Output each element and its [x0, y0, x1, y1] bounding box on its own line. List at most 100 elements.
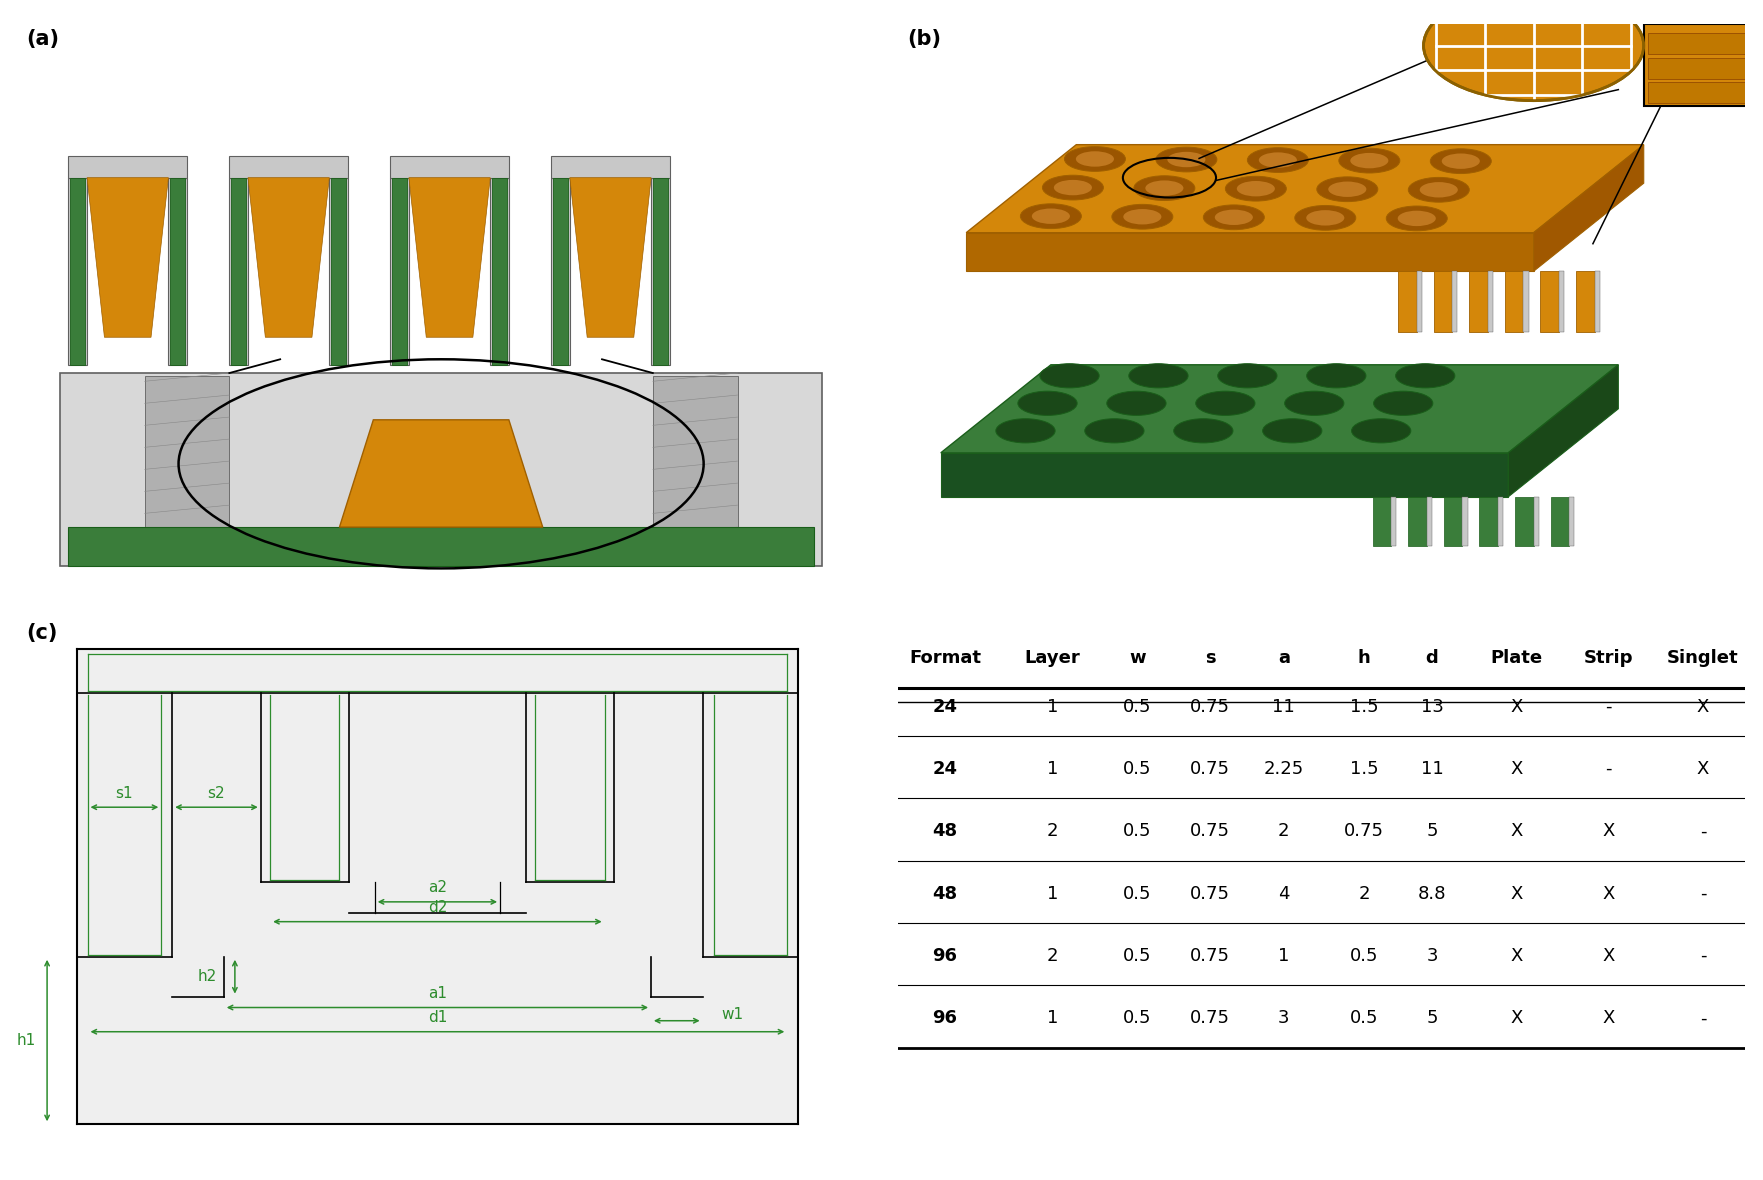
Polygon shape — [569, 178, 651, 337]
Polygon shape — [652, 178, 668, 365]
Text: X: X — [1696, 760, 1708, 778]
Ellipse shape — [1259, 152, 1298, 168]
Text: 4: 4 — [1278, 885, 1289, 903]
Text: 2: 2 — [1047, 822, 1058, 840]
Ellipse shape — [1306, 363, 1366, 388]
Ellipse shape — [1430, 149, 1491, 173]
Text: -: - — [1604, 697, 1611, 715]
Text: X: X — [1603, 1009, 1615, 1028]
Polygon shape — [1398, 271, 1417, 332]
Text: X: X — [1511, 885, 1523, 903]
Polygon shape — [1499, 497, 1504, 546]
Text: 0.5: 0.5 — [1123, 885, 1151, 903]
Text: -: - — [1604, 760, 1611, 778]
Ellipse shape — [1386, 206, 1447, 231]
Polygon shape — [1488, 271, 1493, 332]
Text: -: - — [1700, 822, 1707, 840]
Text: Strip: Strip — [1583, 649, 1633, 667]
Polygon shape — [330, 178, 347, 365]
Text: 2: 2 — [1278, 822, 1289, 840]
Ellipse shape — [1215, 210, 1253, 225]
Text: d2: d2 — [428, 900, 448, 914]
Text: 0.5: 0.5 — [1350, 948, 1379, 965]
Text: 5: 5 — [1426, 1009, 1439, 1028]
Polygon shape — [86, 178, 169, 337]
Polygon shape — [1409, 497, 1426, 546]
Text: X: X — [1511, 697, 1523, 715]
Text: X: X — [1603, 822, 1615, 840]
Text: 0.75: 0.75 — [1190, 697, 1231, 715]
Polygon shape — [69, 178, 86, 365]
Text: X: X — [1603, 885, 1615, 903]
Ellipse shape — [1350, 153, 1389, 169]
Ellipse shape — [1423, 0, 1643, 100]
Polygon shape — [229, 178, 249, 365]
Polygon shape — [1576, 271, 1594, 332]
Polygon shape — [651, 178, 670, 365]
Ellipse shape — [1075, 151, 1114, 166]
Ellipse shape — [1442, 153, 1479, 169]
Ellipse shape — [1204, 205, 1264, 230]
Text: 8.8: 8.8 — [1417, 885, 1446, 903]
Polygon shape — [1463, 497, 1467, 546]
Ellipse shape — [1218, 363, 1276, 388]
Polygon shape — [1433, 271, 1453, 332]
Ellipse shape — [1123, 209, 1162, 224]
Text: a: a — [1278, 649, 1291, 667]
Text: s: s — [1204, 649, 1215, 667]
Text: 24: 24 — [933, 697, 957, 715]
Ellipse shape — [1021, 204, 1081, 229]
Text: 0.5: 0.5 — [1123, 948, 1151, 965]
Polygon shape — [391, 178, 407, 365]
Text: X: X — [1696, 697, 1708, 715]
Polygon shape — [1391, 497, 1396, 546]
Polygon shape — [1373, 497, 1391, 546]
Text: Singlet: Singlet — [1668, 649, 1738, 667]
Polygon shape — [1426, 497, 1432, 546]
Text: X: X — [1511, 1009, 1523, 1028]
Polygon shape — [492, 178, 508, 365]
Polygon shape — [554, 178, 568, 365]
Text: d: d — [1426, 649, 1439, 667]
Ellipse shape — [1134, 176, 1195, 201]
Polygon shape — [941, 365, 1618, 453]
Ellipse shape — [1042, 175, 1104, 199]
Text: 1: 1 — [1047, 885, 1058, 903]
Ellipse shape — [1225, 176, 1287, 201]
Text: X: X — [1511, 822, 1523, 840]
Ellipse shape — [1338, 149, 1400, 173]
Ellipse shape — [1317, 177, 1379, 202]
Text: -: - — [1700, 885, 1707, 903]
Text: (b): (b) — [906, 30, 941, 50]
Text: w: w — [1128, 649, 1146, 667]
Text: 1.5: 1.5 — [1350, 697, 1379, 715]
Ellipse shape — [1174, 419, 1232, 442]
FancyBboxPatch shape — [60, 373, 822, 565]
Ellipse shape — [1031, 209, 1070, 224]
Text: h1: h1 — [18, 1032, 35, 1048]
Polygon shape — [1444, 497, 1463, 546]
Text: 0.5: 0.5 — [1123, 822, 1151, 840]
Polygon shape — [390, 156, 510, 178]
Polygon shape — [552, 156, 670, 178]
Text: 0.75: 0.75 — [1190, 1009, 1231, 1028]
Polygon shape — [169, 178, 187, 365]
Ellipse shape — [1084, 419, 1144, 442]
Text: 0.75: 0.75 — [1190, 948, 1231, 965]
Text: 2: 2 — [1047, 948, 1058, 965]
Ellipse shape — [1157, 148, 1216, 172]
FancyBboxPatch shape — [1648, 83, 1763, 104]
Text: 0.5: 0.5 — [1350, 1009, 1379, 1028]
Polygon shape — [1569, 497, 1574, 546]
Text: 0.75: 0.75 — [1190, 822, 1231, 840]
Text: 24: 24 — [933, 760, 957, 778]
Text: d1: d1 — [428, 1010, 448, 1025]
Text: 96: 96 — [933, 948, 957, 965]
Polygon shape — [69, 156, 187, 178]
Text: X: X — [1603, 948, 1615, 965]
Text: 11: 11 — [1421, 760, 1444, 778]
Polygon shape — [231, 178, 247, 365]
Text: 2: 2 — [1359, 885, 1370, 903]
Text: 0.5: 0.5 — [1123, 697, 1151, 715]
Ellipse shape — [1396, 363, 1454, 388]
